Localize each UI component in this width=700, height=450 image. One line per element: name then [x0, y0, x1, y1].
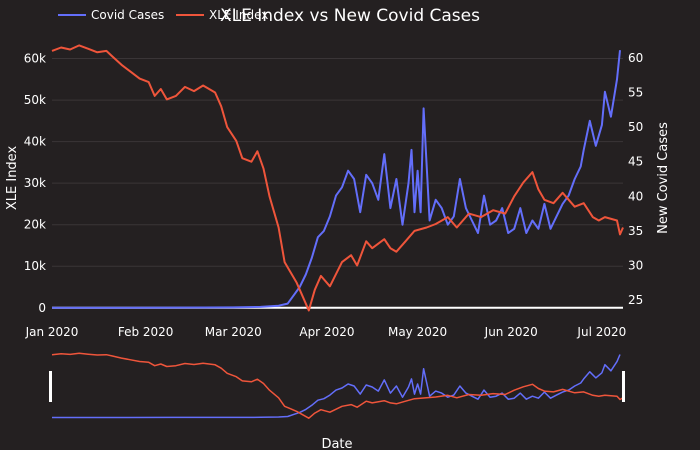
- range-slider-right-handle[interactable]: [622, 371, 625, 402]
- x-tick-label: Apr 2020: [299, 325, 354, 339]
- x-tick-label: Jul 2020: [576, 325, 626, 339]
- x-tick-label: Mar 2020: [205, 325, 262, 339]
- x-tick-label: May 2020: [388, 325, 447, 339]
- x-axis-title: Date: [321, 437, 352, 450]
- main-plot-area[interactable]: [51, 44, 624, 312]
- y-left-tick-label: 20k: [24, 218, 46, 232]
- y-left-tick-label: 10k: [24, 259, 46, 273]
- y-left-tick-label: 30k: [24, 176, 46, 190]
- y-right-tick-label: 30: [628, 259, 643, 273]
- covid-cases-line[interactable]: [52, 50, 621, 309]
- y-right-tick-label: 50: [628, 120, 643, 134]
- x-tick-label: Jun 2020: [484, 325, 538, 339]
- xle-index-slider-line[interactable]: [51, 352, 624, 419]
- y-right-tick-label: 60: [628, 51, 643, 65]
- xle-index-legend-label: XLE Index: [209, 8, 268, 22]
- y-right-tick-label: 55: [628, 85, 643, 99]
- range-slider-left-handle[interactable]: [49, 371, 52, 402]
- y-left-tick-label: 60k: [24, 52, 46, 66]
- y-axis-right-title: New Covid Cases: [656, 122, 671, 234]
- legend[interactable]: Covid Cases XLE Index: [58, 8, 268, 22]
- range-slider-series: [51, 352, 624, 419]
- left-axis-ticks: 0 10k 20k 30k 40k 50k 60k: [24, 52, 46, 315]
- covid-cases-slider-line[interactable]: [52, 354, 621, 419]
- right-axis-ticks: 25 30 35 40 45 50 55 60: [628, 51, 643, 307]
- y-right-tick-label: 40: [628, 189, 643, 203]
- y-left-tick-label: 50k: [24, 93, 46, 107]
- y-right-tick-label: 25: [628, 293, 643, 307]
- range-slider[interactable]: [49, 352, 625, 419]
- y-left-tick-label: 40k: [24, 135, 46, 149]
- series-layer: [51, 44, 624, 312]
- chart-title: XLE Index vs New Covid Cases: [220, 6, 480, 26]
- covid-cases-legend-label: Covid Cases: [91, 8, 164, 22]
- y-right-tick-label: 45: [628, 155, 643, 169]
- y-axis-left-title: XLE Index: [5, 146, 20, 211]
- x-tick-label: Feb 2020: [118, 325, 174, 339]
- x-axis-ticks: Jan 2020 Feb 2020 Mar 2020 Apr 2020 May 2020…: [25, 325, 627, 339]
- x-tick-label: Jan 2020: [25, 325, 79, 339]
- y-left-tick-label: 0: [38, 301, 46, 315]
- y-right-tick-label: 35: [628, 224, 643, 238]
- xle-index-line[interactable]: [51, 44, 624, 312]
